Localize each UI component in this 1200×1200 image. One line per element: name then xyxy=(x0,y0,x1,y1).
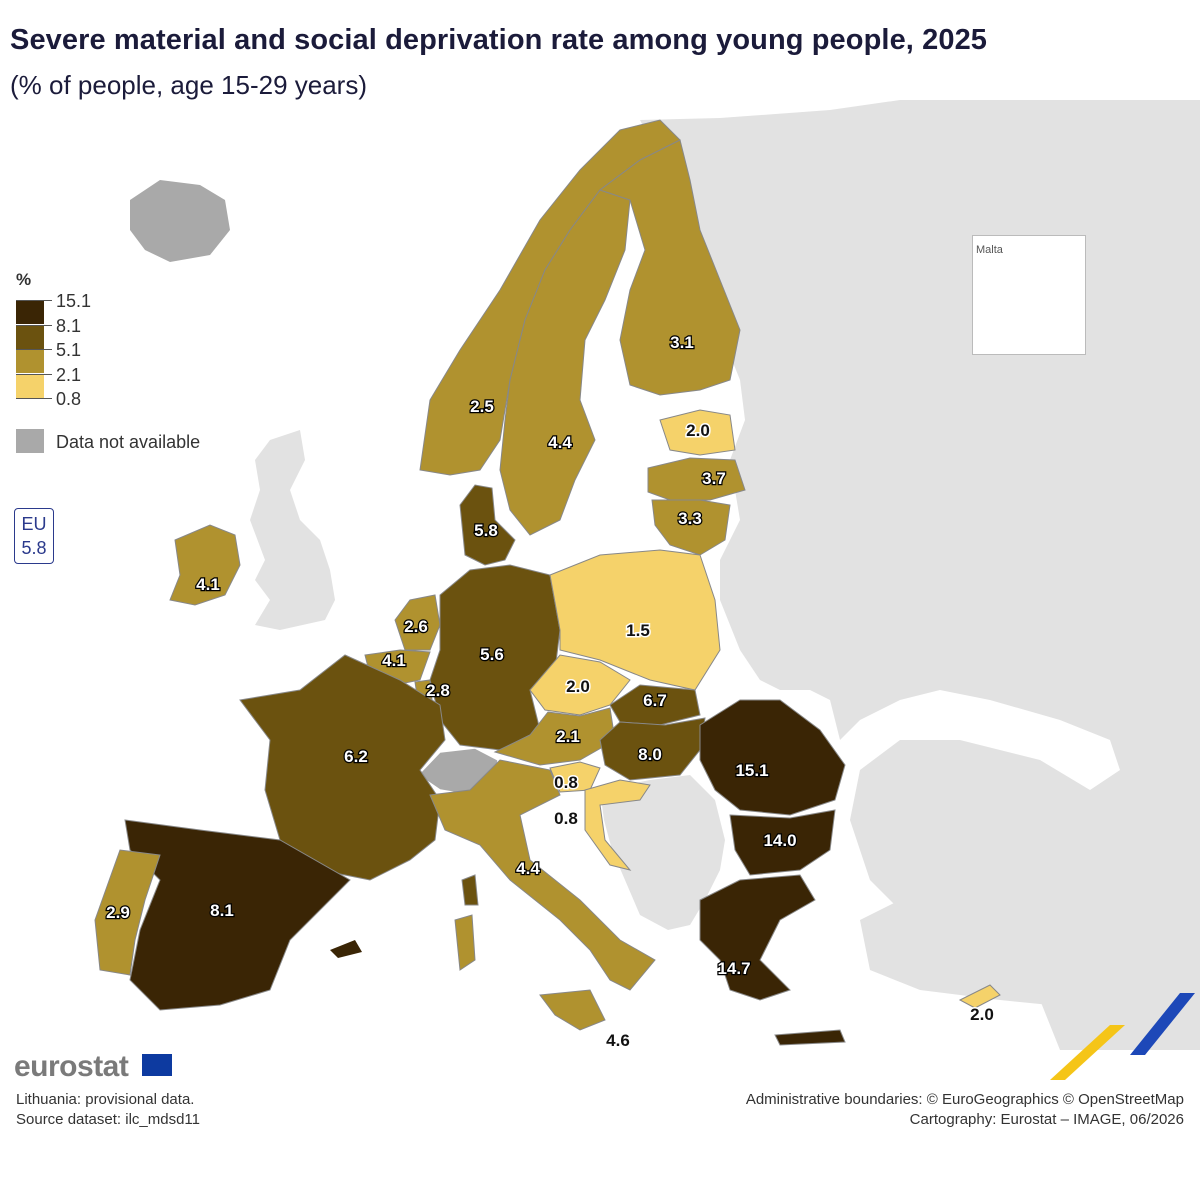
value-label-portugal: 2.9 xyxy=(106,903,130,922)
region-sardinia xyxy=(454,914,476,971)
legend-label: 5.1 xyxy=(56,340,82,360)
land-iceland xyxy=(130,180,230,262)
value-label-lithuania: 3.3 xyxy=(678,509,702,528)
region-italy xyxy=(429,759,656,991)
corner-mark-blue xyxy=(1130,993,1195,1055)
note-source: Source dataset: ilc_mdsd11 xyxy=(16,1111,200,1128)
value-label-cyprus: 2.0 xyxy=(970,1005,994,1024)
value-label-slovakia: 6.7 xyxy=(643,691,667,710)
value-label-malta-main: 4.6 xyxy=(606,1031,630,1050)
malta-inset: Malta xyxy=(972,235,1086,355)
legend-tick xyxy=(16,373,52,375)
eu-average-box: EU 5.8 xyxy=(14,508,54,564)
region-ireland xyxy=(169,524,241,606)
corner-mark-yellow xyxy=(1050,1025,1125,1080)
eu-value: 5.8 xyxy=(21,538,47,558)
value-label-norway: 2.5 xyxy=(470,397,494,416)
region-balearics xyxy=(330,940,362,958)
map-subtitle: (% of people, age 15-29 years) xyxy=(10,70,367,100)
legend-swatch xyxy=(16,373,44,398)
value-label-france: 6.2 xyxy=(344,747,368,766)
value-label-luxembourg: 2.8 xyxy=(426,681,450,700)
value-label-spain: 8.1 xyxy=(210,901,234,920)
eu-flag-icon xyxy=(142,1054,172,1076)
value-label-finland: 3.1 xyxy=(670,333,694,352)
region-bulgaria xyxy=(729,809,836,876)
value-label-romania: 15.1 xyxy=(735,761,768,780)
region-slovenia xyxy=(549,761,601,793)
legend-title: % xyxy=(16,270,32,289)
value-label-italy: 4.4 xyxy=(516,859,540,878)
value-label-greece: 14.7 xyxy=(717,959,750,978)
value-label-czechia: 2.0 xyxy=(566,677,590,696)
legend-tick xyxy=(16,349,52,350)
region-france xyxy=(239,654,446,881)
legend-label: 15.1 xyxy=(56,291,92,311)
region-lithuania xyxy=(651,499,731,556)
region-sicily xyxy=(539,989,606,1031)
value-label-croatia: 0.8 xyxy=(554,809,578,828)
note-provisional: Lithuania: provisional data. xyxy=(16,1091,195,1108)
region-germany xyxy=(429,564,561,751)
credit-boundaries: Administrative boundaries: © EuroGeograp… xyxy=(745,1091,1184,1108)
legend-label: 2.1 xyxy=(56,364,82,385)
land-turkey xyxy=(860,870,1200,1010)
region-crete xyxy=(774,1029,846,1046)
footer-notes: Lithuania: provisional data. Source data… xyxy=(16,1090,200,1130)
value-label-netherlands: 2.6 xyxy=(404,617,428,636)
eu-label: EU xyxy=(21,514,47,534)
value-label-denmark: 5.8 xyxy=(474,521,498,540)
region-spain xyxy=(124,819,351,1011)
legend-swatch xyxy=(16,324,44,349)
region-finland xyxy=(598,139,741,396)
region-denmark xyxy=(459,484,516,566)
legend-label: 0.8 xyxy=(56,389,82,409)
region-estonia xyxy=(659,409,736,456)
value-label-slovenia: 0.8 xyxy=(554,773,578,792)
region-portugal xyxy=(94,849,161,976)
region-cyprus xyxy=(958,984,1001,1009)
region-czechia xyxy=(529,654,631,716)
eurostat-logo: eurostat xyxy=(14,1050,129,1083)
value-label-austria: 2.1 xyxy=(556,727,580,746)
legend-swatch xyxy=(16,300,44,324)
land-uk xyxy=(250,430,335,630)
value-label-belgium: 4.1 xyxy=(382,651,406,670)
region-corsica xyxy=(461,874,479,906)
map-title: Severe material and social deprivation r… xyxy=(10,24,988,56)
value-label-latvia: 3.7 xyxy=(702,469,726,488)
legend-label: 8.1 xyxy=(56,315,82,336)
legend-tick xyxy=(16,300,52,301)
land-balkans-nonEU xyxy=(600,775,725,930)
value-label-germany: 5.6 xyxy=(480,645,504,664)
legend-tick xyxy=(16,324,52,326)
malta-inset-name: Malta xyxy=(976,244,1003,256)
region-romania xyxy=(699,699,846,816)
footer-credits: Administrative boundaries: © EuroGeograp… xyxy=(746,1090,1184,1130)
value-label-poland: 1.5 xyxy=(626,621,650,640)
legend-na-swatch xyxy=(16,428,44,453)
region-croatia xyxy=(584,779,651,871)
region-austria xyxy=(493,707,616,766)
region-sweden xyxy=(499,189,631,536)
value-label-bulgaria: 14.0 xyxy=(763,831,796,850)
legend-swatch xyxy=(16,349,44,373)
legend-na-label: Data not available xyxy=(56,431,201,452)
legend-tick xyxy=(16,398,52,399)
credit-cartography: Cartography: Eurostat – IMAGE, 06/2026 xyxy=(909,1111,1184,1128)
region-greece xyxy=(699,874,816,1001)
value-label-hungary: 8.0 xyxy=(638,745,662,764)
value-label-sweden: 4.4 xyxy=(548,433,572,452)
region-latvia xyxy=(647,457,746,501)
value-label-ireland: 4.1 xyxy=(196,575,220,594)
value-label-estonia: 2.0 xyxy=(686,421,710,440)
region-poland xyxy=(549,549,721,691)
